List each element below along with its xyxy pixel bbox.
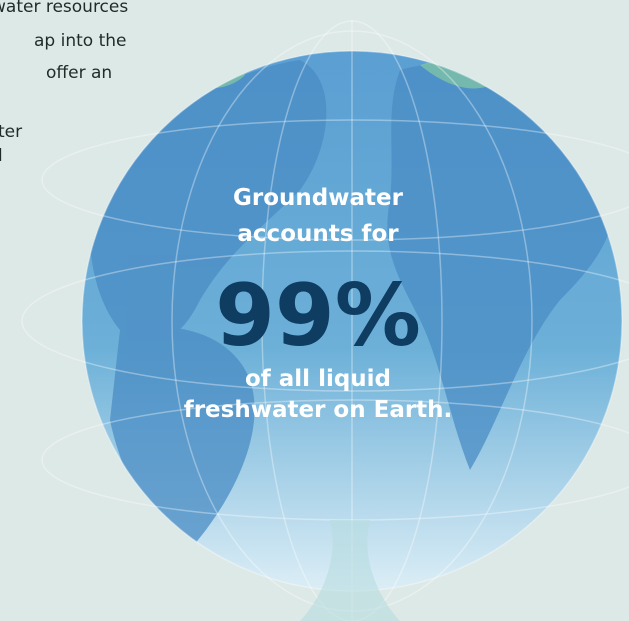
intro-text: water resources	[0, 0, 129, 17]
globe-text: accounts for	[237, 221, 399, 247]
intro-text: l	[0, 146, 3, 166]
intro-text: ap into the	[34, 31, 127, 51]
stat: 99%	[215, 266, 421, 366]
intro-text: offer an	[46, 63, 113, 83]
intro-text: ter	[0, 122, 23, 142]
globe-text: Groundwater	[233, 185, 404, 211]
globe-text: of all liquid	[245, 366, 391, 392]
stem	[300, 520, 400, 621]
grid-lines	[21, 20, 629, 621]
globe-text: freshwater on Earth.	[184, 397, 453, 423]
